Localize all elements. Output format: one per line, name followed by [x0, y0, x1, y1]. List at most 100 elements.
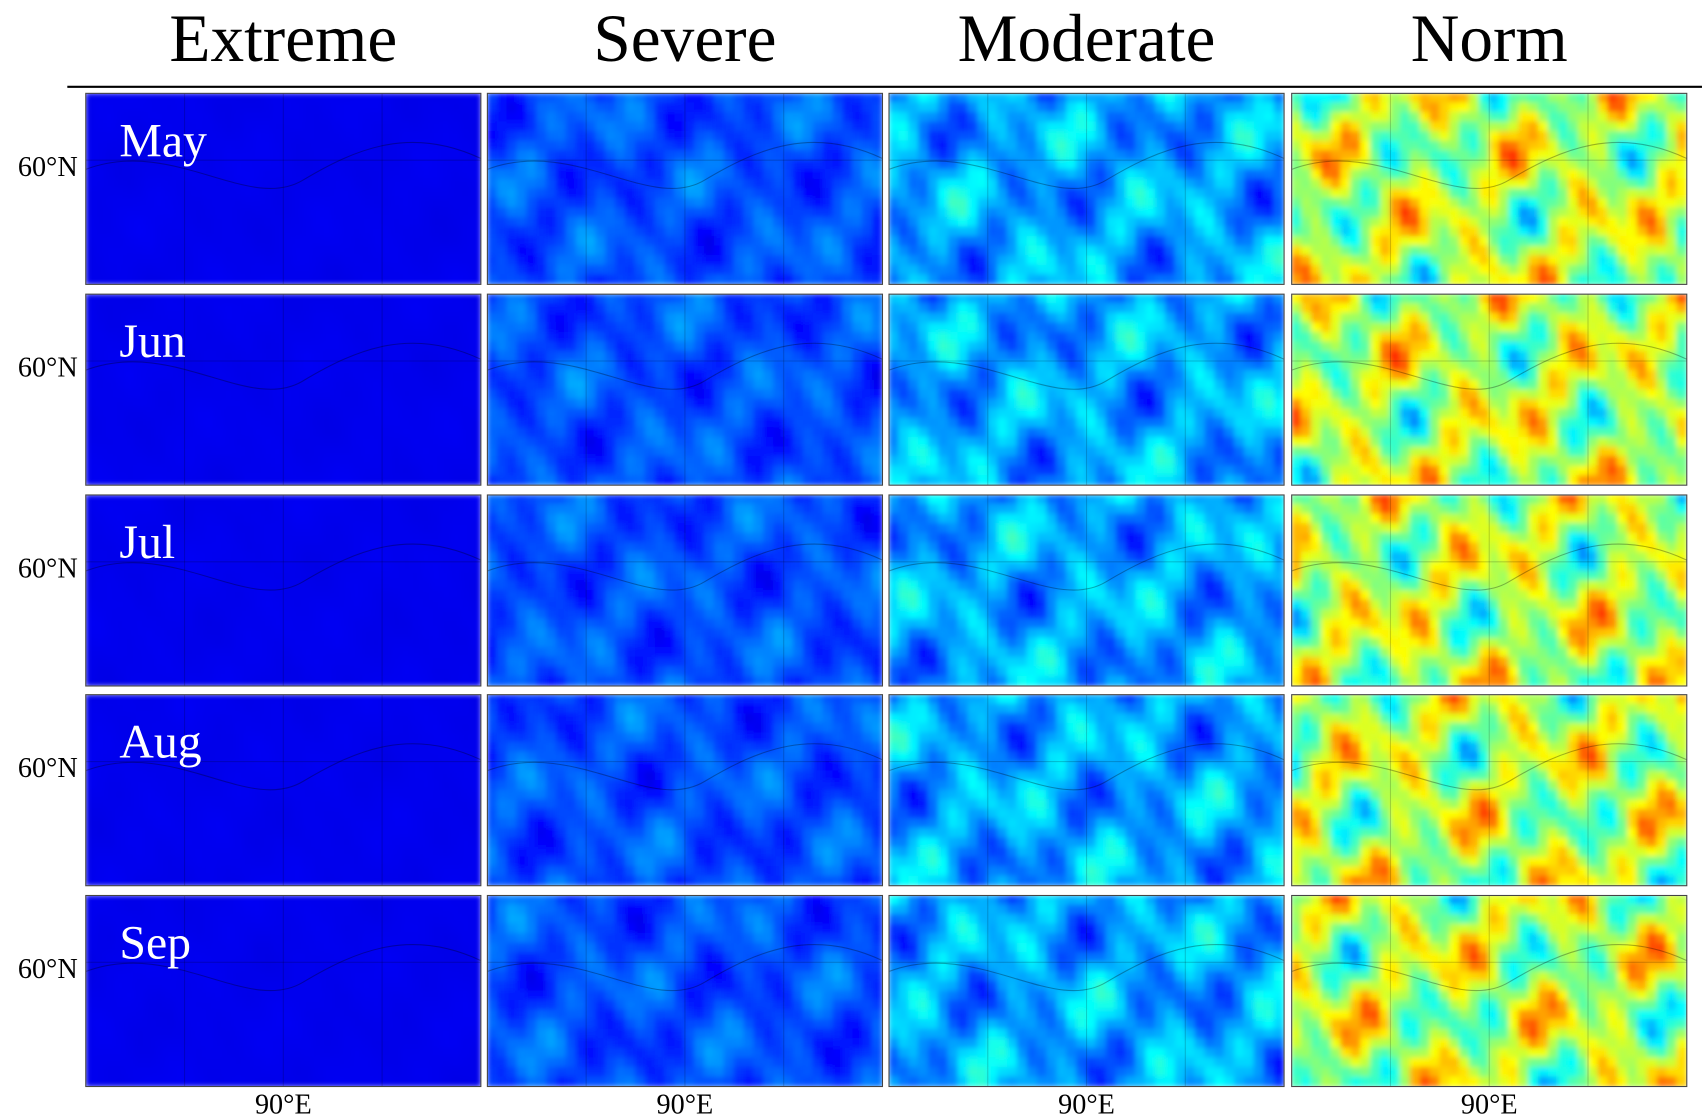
cell: [391, 380, 402, 391]
cell: [1508, 217, 1519, 228]
cell: [451, 322, 462, 333]
cell: [1637, 274, 1648, 285]
cell: [174, 303, 185, 314]
cell: [135, 207, 146, 218]
cell: [441, 399, 452, 410]
cell: [125, 246, 136, 257]
cell: [1116, 93, 1127, 104]
cell: [401, 179, 412, 190]
cell: [1341, 102, 1352, 113]
cell: [1617, 160, 1628, 171]
cell: [332, 131, 343, 142]
cell: [675, 198, 686, 209]
cell: [813, 332, 824, 343]
cell: [421, 179, 432, 190]
cell: [1027, 227, 1038, 238]
cell: [958, 179, 969, 190]
cell: [536, 466, 547, 477]
cell: [1558, 227, 1569, 238]
cell: [1214, 131, 1225, 142]
cell: [1439, 150, 1450, 161]
cell: [431, 399, 442, 410]
cell: [293, 274, 304, 285]
cell: [95, 255, 106, 266]
cell: [1244, 313, 1255, 324]
cell: [1224, 227, 1235, 238]
cell: [1155, 294, 1166, 305]
cell: [1508, 93, 1519, 104]
cell: [382, 475, 393, 486]
cell: [1046, 265, 1057, 276]
cell: [1331, 217, 1342, 228]
cell: [615, 303, 626, 314]
cell: [704, 380, 715, 391]
cell: [283, 236, 294, 247]
cell: [1195, 112, 1206, 123]
cell: [1106, 274, 1117, 285]
cell: [605, 437, 616, 448]
cell: [655, 456, 666, 467]
cell: [526, 446, 537, 457]
cell: [194, 322, 205, 333]
cell: [164, 399, 175, 410]
cell: [352, 207, 363, 218]
cell: [1499, 102, 1510, 113]
cell: [507, 198, 518, 209]
cell: [773, 246, 784, 257]
cell: [948, 207, 959, 218]
cell: [431, 389, 442, 400]
cell: [918, 227, 929, 238]
cell: [1076, 274, 1087, 285]
cell: [1528, 131, 1539, 142]
cell: [852, 236, 863, 247]
cell: [556, 246, 567, 257]
cell: [833, 169, 844, 180]
cell: [322, 313, 333, 324]
cell: [382, 160, 393, 171]
cell: [115, 456, 126, 467]
cell: [507, 227, 518, 238]
cell: [461, 121, 472, 132]
cell: [987, 141, 998, 152]
cell: [665, 446, 676, 457]
cell: [303, 408, 314, 419]
cell: [516, 408, 527, 419]
cell: [645, 141, 656, 152]
cell: [586, 150, 597, 161]
cell: [958, 121, 969, 132]
cell: [194, 102, 205, 113]
cell: [1046, 188, 1057, 199]
cell: [714, 217, 725, 228]
cell: [898, 313, 909, 324]
cell: [243, 102, 254, 113]
cell: [332, 389, 343, 400]
cell: [1301, 102, 1312, 113]
cell: [872, 380, 883, 391]
cell: [918, 169, 929, 180]
cell: [174, 380, 185, 391]
cell: [362, 322, 373, 333]
cell: [1066, 198, 1077, 209]
cell: [754, 227, 765, 238]
cell: [382, 207, 393, 218]
cell: [714, 179, 725, 190]
cell: [1647, 255, 1658, 266]
cell: [1499, 207, 1510, 218]
cell: [615, 427, 626, 438]
cell: [312, 102, 323, 113]
cell: [566, 217, 577, 228]
cell: [645, 427, 656, 438]
cell: [1528, 188, 1539, 199]
cell: [813, 351, 824, 362]
cell: [391, 207, 402, 218]
cell: [461, 418, 472, 429]
cell: [813, 313, 824, 324]
cell: [372, 131, 383, 142]
cell: [1647, 131, 1658, 142]
cell: [1301, 141, 1312, 152]
cell: [813, 188, 824, 199]
cell: [576, 427, 587, 438]
cell: [793, 313, 804, 324]
cell: [958, 274, 969, 285]
cell: [948, 112, 959, 123]
